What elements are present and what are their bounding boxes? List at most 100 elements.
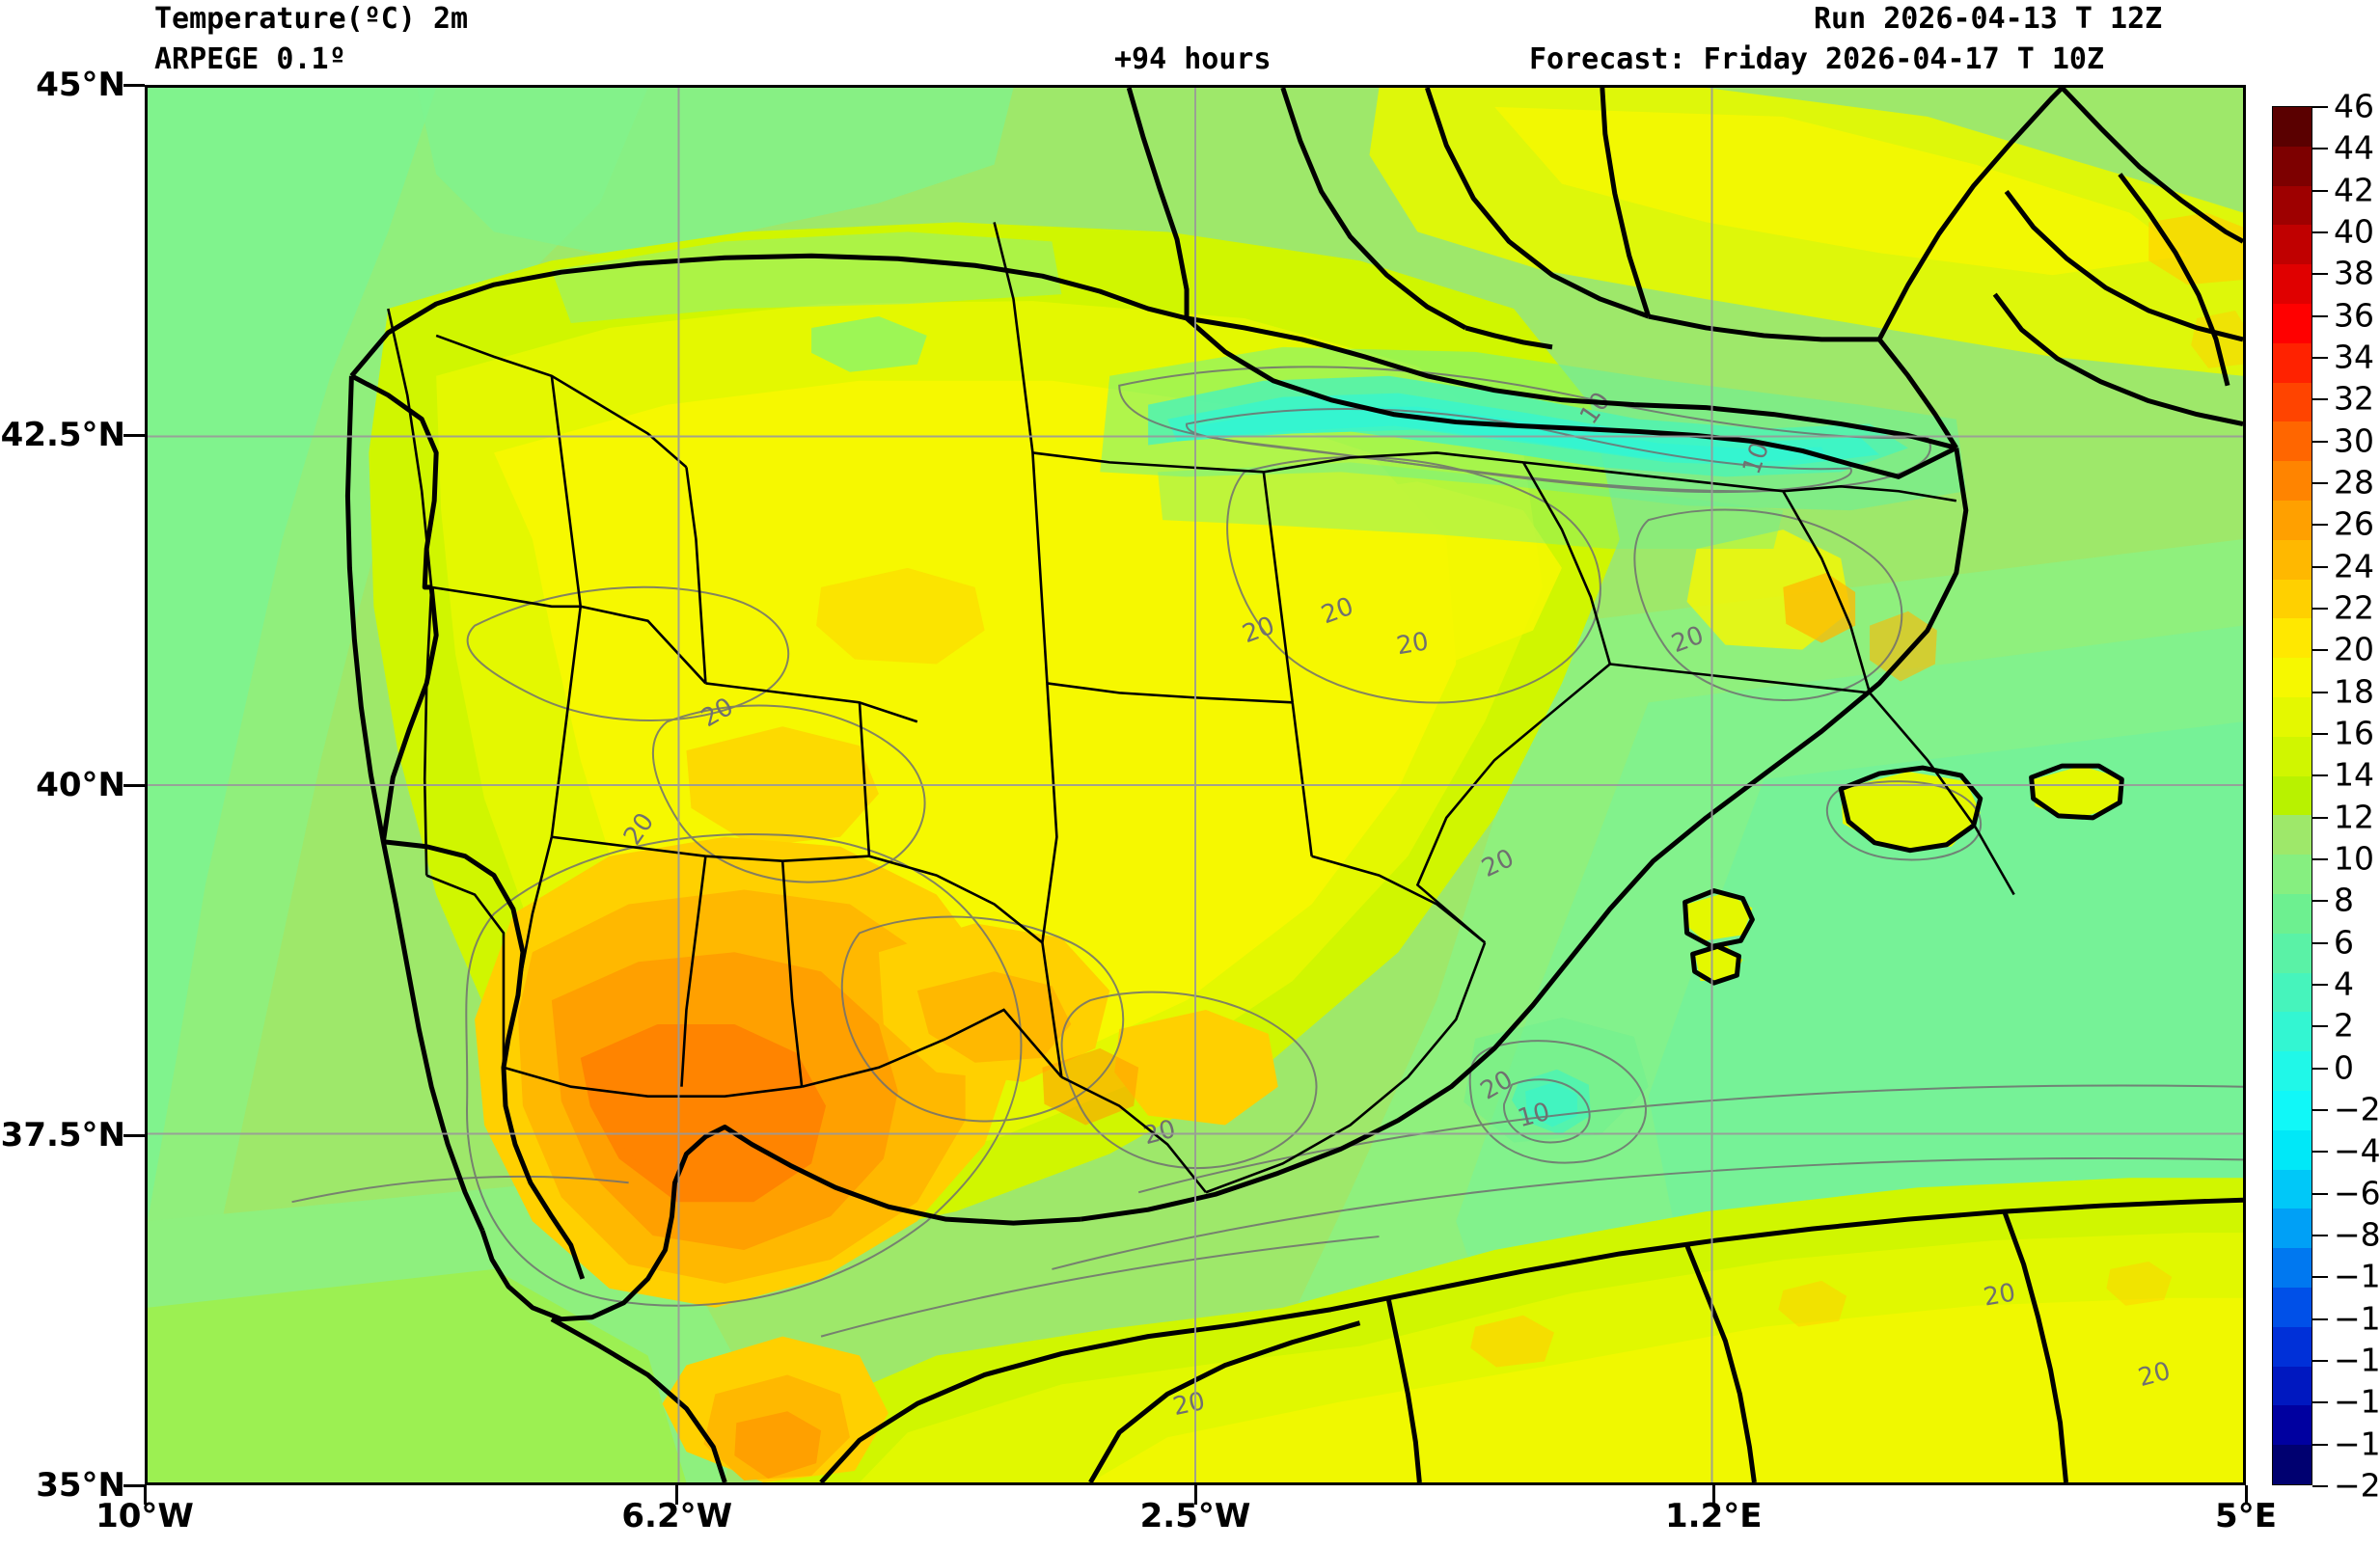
colorbar-tick-label: 12 [2334, 798, 2374, 836]
temperature-field: 20 20 20 20 20 20 20 20 20 10 10 10 20 2… [148, 88, 2243, 1482]
colorbar-tick-mark [2312, 1443, 2328, 1446]
colorbar-tick-mark [2312, 524, 2328, 527]
colorbar-tick-mark [2312, 774, 2328, 777]
colorbar-tick-label: 10 [2334, 839, 2374, 878]
colorbar-tick-mark [2312, 440, 2328, 443]
colorbar-tick-label: 16 [2334, 714, 2374, 752]
colorbar-tick-mark [2312, 900, 2328, 903]
colorbar-tick-mark [2312, 1151, 2328, 1154]
colorbar-tick-label: −4 [2334, 1131, 2380, 1170]
colorbar-tick-label: 28 [2334, 463, 2374, 502]
colorbar-segment [2273, 1248, 2312, 1288]
colorbar-tick-mark [2312, 1235, 2328, 1236]
colorbar-tick-mark [2312, 1192, 2328, 1195]
colorbar-segment [2273, 461, 2312, 501]
colorbar-segment [2273, 303, 2312, 343]
colorbar-tick-label: 24 [2334, 547, 2374, 585]
lat-tick-label: 45°N [36, 66, 125, 104]
colorbar-segment [2273, 264, 2312, 304]
colorbar-tick-label: −8 [2334, 1215, 2380, 1254]
lat-lon-gridlines [148, 88, 2243, 1482]
colorbar-tick-label: 38 [2334, 254, 2374, 292]
svg-text:20: 20 [1982, 1278, 2018, 1312]
colorbar-segment [2273, 342, 2312, 383]
colorbar-tick-label: −10 [2334, 1257, 2380, 1295]
colorbar-tick-mark [2312, 106, 2328, 108]
colorbar-segment [2273, 1287, 2312, 1327]
map-plot-area[interactable]: 20 20 20 20 20 20 20 20 20 10 10 10 20 2… [145, 85, 2246, 1485]
colorbar-tick-mark [2312, 148, 2328, 150]
lat-tick-mark [123, 1483, 145, 1487]
colorbar-segment [2273, 658, 2312, 697]
colorbar-segment [2273, 1209, 2312, 1249]
colorbar-tick-label: −2 [2334, 1090, 2380, 1128]
colorbar-tick-label: 36 [2334, 296, 2374, 335]
colorbar-tick-mark [2312, 1485, 2328, 1487]
colorbar-tick-mark [2312, 1067, 2328, 1070]
forecast-valid-label: Forecast: Friday 2026-04-17 T 10Z [1529, 42, 2105, 76]
run-time-label: Run 2026-04-13 T 12Z [1814, 2, 2163, 36]
colorbar-tick-mark [2312, 733, 2328, 735]
colorbar-segment [2273, 539, 2312, 580]
colorbar-tick-label: 18 [2334, 672, 2374, 711]
colorbar-tick-label: 34 [2334, 338, 2374, 376]
colorbar-tick-mark [2312, 398, 2328, 401]
colorbar-tick-mark [2312, 231, 2328, 233]
colorbar-segment [2273, 736, 2312, 776]
colorbar-tick-label: 0 [2334, 1048, 2354, 1087]
colorbar-tick-mark [2312, 649, 2328, 652]
colorbar-tick-label: 14 [2334, 755, 2374, 794]
colorbar-segment [2273, 618, 2312, 659]
colorbar-segment [2273, 972, 2312, 1013]
lat-tick-mark [123, 783, 145, 787]
colorbar-segment [2273, 421, 2312, 462]
colorbar-tick-mark [2312, 941, 2328, 944]
colorbar-segment [2273, 1326, 2312, 1367]
colorbar-tick-label: 4 [2334, 964, 2354, 1003]
colorbar-tick-mark [2312, 1317, 2328, 1320]
colorbar-segment [2273, 579, 2312, 619]
colorbar-segment [2273, 893, 2312, 934]
colorbar-segment [2273, 107, 2312, 147]
lon-tick-mark [1711, 1485, 1715, 1505]
colorbar-segment [2273, 815, 2312, 855]
colorbar-segment [2273, 1366, 2312, 1406]
colorbar-tick-mark [2312, 314, 2328, 317]
lat-tick-label: 35°N [36, 1466, 125, 1505]
colorbar-segment [2273, 146, 2312, 186]
colorbar-tick-label: −14 [2334, 1341, 2380, 1379]
colorbar-ticks: 46 44 42 40 38 36 34 32 30 28 26 24 22 20 18 16 14 12 10 8 6… [2272, 88, 2380, 1505]
colorbar-segment [2273, 1129, 2312, 1170]
lon-tick-mark [675, 1485, 679, 1505]
colorbar-segment [2273, 185, 2312, 226]
colorbar-tick-label: −18 [2334, 1425, 2380, 1463]
colorbar-segment [2273, 1169, 2312, 1209]
colorbar-segment [2273, 933, 2312, 973]
colorbar-tick-mark [2312, 273, 2328, 276]
lat-tick-label: 40°N [36, 766, 125, 804]
colorbar-tick-label: 30 [2334, 421, 2374, 460]
model-label: ARPEGE 0.1º [154, 42, 346, 76]
colorbar-tick-mark [2312, 1401, 2328, 1404]
colorbar-segment [2273, 1051, 2312, 1091]
colorbar-tick-mark [2312, 1025, 2328, 1028]
colorbar-tick-mark [2312, 1109, 2328, 1111]
colorbar-tick-mark [2312, 1276, 2328, 1279]
colorbar-segment [2273, 1445, 2312, 1484]
colorbar-tick-label: 46 [2334, 87, 2374, 125]
colorbar-segment [2273, 225, 2312, 265]
colorbar[interactable] [2272, 106, 2312, 1485]
contour-lines [291, 366, 2243, 1338]
colorbar-tick-label: −16 [2334, 1382, 2380, 1421]
colorbar-tick-label: 32 [2334, 379, 2374, 418]
colorbar-tick-label: 2 [2334, 1006, 2354, 1045]
lead-time-label: +94 hours [1114, 42, 1272, 76]
colorbar-tick-label: −12 [2334, 1299, 2380, 1338]
colorbar-tick-mark [2312, 357, 2328, 359]
colorbar-tick-label: 40 [2334, 212, 2374, 251]
colorbar-tick-mark [2312, 858, 2328, 860]
colorbar-tick-mark [2312, 691, 2328, 693]
colorbar-tick-mark [2312, 608, 2328, 610]
colorbar-tick-mark [2312, 482, 2328, 484]
